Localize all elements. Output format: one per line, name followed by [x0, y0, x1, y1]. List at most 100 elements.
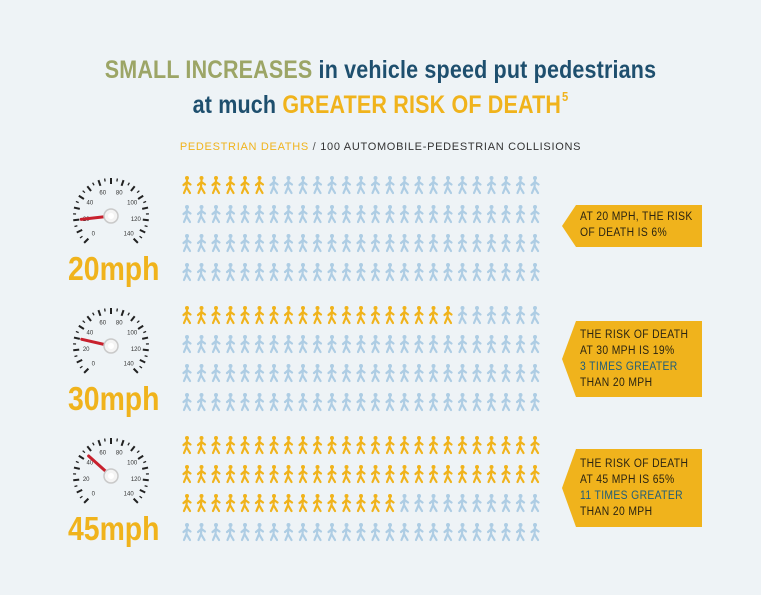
gauge-tick-label: 20	[83, 347, 90, 353]
pedestrian-icon	[298, 205, 308, 224]
pedestrian-icon	[341, 205, 352, 224]
pedestrian-icon	[399, 263, 410, 282]
pedestrian-grid	[182, 176, 540, 282]
pedestrian-icon	[501, 364, 511, 383]
pedestrian-icon	[327, 364, 337, 383]
pedestrian-icon	[530, 176, 540, 195]
pedestrian-icon	[472, 263, 482, 282]
gauge-tick	[139, 228, 146, 234]
pedestrian-icon	[312, 205, 323, 224]
pedestrian-icon	[211, 263, 221, 282]
pedestrian-icon	[182, 494, 192, 513]
gauge-tick	[137, 454, 144, 460]
pedestrian-icon	[341, 364, 352, 383]
gauge-tick	[76, 358, 83, 364]
pedestrian-icon	[298, 335, 308, 354]
pedestrian-icon	[443, 234, 453, 253]
gauge-tick	[103, 308, 106, 312]
gauge-tick	[141, 206, 149, 210]
pedestrian-grid	[182, 306, 540, 412]
headline-text: in vehicle speed put pedestrians	[312, 56, 657, 84]
pedestrian-icon	[254, 306, 265, 325]
gauge-tick	[141, 336, 149, 340]
pedestrian-icon	[515, 306, 526, 325]
legend-subtitle: PEDESTRIAN DEATHS / 100 AUTOMOBILE-PEDES…	[0, 141, 761, 153]
pedestrian-icon	[457, 306, 468, 325]
pedestrian-icon	[269, 234, 279, 253]
gauge-tick	[75, 460, 79, 464]
pedestrian-icon	[399, 523, 410, 542]
gauge-tick-label: 100	[127, 201, 138, 207]
pedestrian-icon	[254, 205, 265, 224]
gauge-tick	[86, 445, 92, 452]
gauge-tick-label: 0	[92, 232, 96, 238]
pedestrian-icon	[182, 176, 192, 195]
pedestrian-icon	[182, 335, 192, 354]
pedestrian-icon	[341, 234, 352, 253]
gauge-tick-label: 60	[99, 190, 106, 196]
pedestrian-icon	[443, 176, 453, 195]
pedestrian-icon	[457, 436, 468, 455]
gauge-tick	[136, 190, 140, 194]
gauge-tick	[137, 194, 144, 200]
pedestrian-icon	[443, 494, 453, 513]
pedestrian-icon	[240, 465, 250, 484]
gauge-hub-center	[108, 213, 114, 219]
pedestrian-icon	[356, 523, 366, 542]
gauge-tick	[83, 367, 90, 374]
gauge-tick	[78, 454, 85, 460]
pedestrian-icon	[370, 393, 381, 412]
pedestrian-icon	[486, 494, 497, 513]
gauge-tick	[92, 442, 95, 446]
pedestrian-icon	[443, 465, 453, 484]
pedestrian-icon	[327, 494, 337, 513]
pedestrian-icon	[312, 176, 323, 195]
pedestrian-icon	[196, 205, 207, 224]
pedestrian-icon	[472, 393, 482, 412]
pedestrian-icon	[298, 234, 308, 253]
pedestrian-icon	[225, 306, 236, 325]
pedestrian-icon	[370, 263, 381, 282]
gauge-tick-label: 40	[86, 201, 93, 207]
pedestrian-grid	[182, 436, 540, 542]
pedestrian-icon	[182, 436, 192, 455]
gauge-tick	[83, 497, 90, 504]
gauge-tick	[103, 178, 106, 182]
pedestrian-icon	[501, 393, 511, 412]
pedestrian-icon	[225, 335, 236, 354]
pedestrian-icon	[399, 335, 410, 354]
pedestrian-icon	[530, 494, 540, 513]
gauge-tick-label: 120	[131, 477, 142, 483]
gauge-tick	[142, 218, 149, 222]
headline-line-1: SMALL INCREASES in vehicle speed put ped…	[53, 56, 707, 85]
gauge-tick	[139, 488, 146, 494]
pedestrian-icon	[443, 205, 453, 224]
pedestrian-icon	[269, 176, 279, 195]
pedestrian-icon	[356, 205, 366, 224]
gauge-tick-label: 40	[86, 331, 93, 337]
gauge-tick	[143, 200, 147, 204]
pedestrian-icon	[443, 364, 453, 383]
pedestrian-icon	[428, 364, 439, 383]
callout-text: THE RISK OF DEATH AT 45 MPH IS 65% 11 TI…	[580, 456, 688, 520]
callout-line: AT 30 MPH IS 19%	[580, 345, 675, 357]
pedestrian-icon	[472, 205, 482, 224]
pedestrian-icon	[312, 465, 323, 484]
pedestrian-icon	[414, 335, 424, 354]
gauge-tick	[127, 182, 130, 186]
pedestrian-icon	[486, 234, 497, 253]
pedestrian-icon	[356, 234, 366, 253]
pedestrian-icon	[414, 205, 424, 224]
pedestrian-icon	[269, 523, 279, 542]
pedestrian-icon	[211, 364, 221, 383]
gauge-tick-label: 140	[124, 492, 135, 498]
pedestrian-icon	[457, 263, 468, 282]
gauge-tick	[73, 206, 81, 210]
pedestrian-icon	[240, 523, 250, 542]
pedestrian-icon	[472, 176, 482, 195]
pedestrian-icon	[196, 263, 207, 282]
gauge-tick	[144, 485, 148, 488]
gauge-tick	[127, 442, 130, 446]
pedestrian-icon	[530, 335, 540, 354]
gauge-tick-label: 60	[99, 320, 106, 326]
